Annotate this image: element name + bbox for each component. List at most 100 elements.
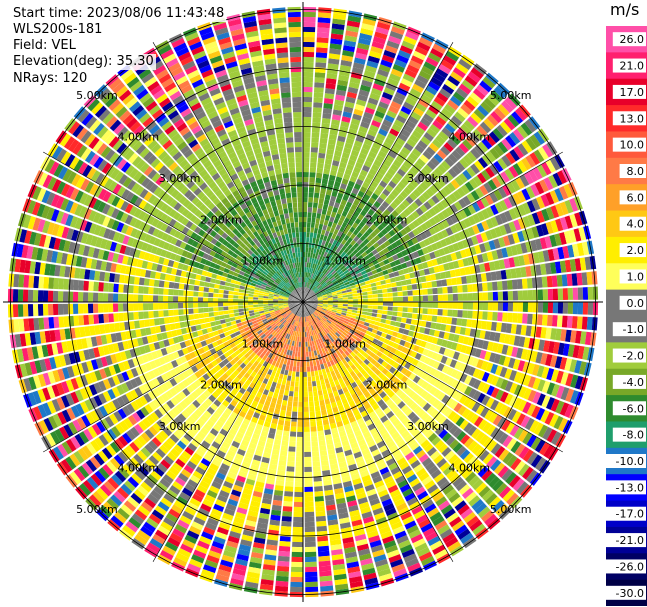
velocity-gate [380,146,390,155]
velocity-gate [310,152,318,158]
velocity-gate [354,103,365,112]
velocity-gate [317,17,331,24]
velocity-gate [371,312,378,318]
velocity-gate [342,294,348,298]
velocity-gate [382,306,388,311]
velocity-gate [377,372,385,380]
velocity-gate [319,260,324,267]
velocity-gate [357,298,364,302]
velocity-gate [387,292,393,297]
velocity-gate [518,429,529,442]
velocity-gate [336,289,342,293]
velocity-gate [472,175,483,187]
velocity-gate [374,252,381,259]
velocity-gate [321,261,326,268]
velocity-gate [466,237,474,247]
velocity-gate [387,310,393,316]
velocity-gate [413,162,423,171]
velocity-gate [334,273,340,279]
velocity-gate [459,419,469,430]
velocity-gate [304,521,315,528]
velocity-gate [406,284,413,291]
velocity-gate [525,154,536,168]
velocity-gate [524,417,535,431]
velocity-gate [315,264,319,270]
velocity-gate [460,184,470,195]
velocity-gate [499,391,509,403]
velocity-gate [305,346,309,352]
velocity-gate [432,360,441,370]
velocity-gate [414,325,421,333]
velocity-gate [343,247,350,254]
velocity-gate [510,179,521,192]
velocity-gate [496,417,507,429]
velocity-gate [450,214,459,224]
velocity-gate [427,198,436,207]
velocity-gate [347,132,356,140]
velocity-gate [388,359,396,366]
velocity-gate [418,70,432,81]
velocity-gate [425,188,435,198]
velocity-gate [304,496,314,503]
velocity-gate [388,180,397,189]
velocity-gate [536,210,545,223]
velocity-gate [317,284,322,289]
velocity-gate [339,283,345,288]
velocity-gate [449,234,457,244]
velocity-gate [363,358,370,366]
velocity-gate [555,203,564,217]
velocity-gate [443,332,450,340]
velocity-gate [446,340,453,349]
velocity-gate [380,383,388,391]
velocity-gate [335,287,341,291]
velocity-gate [563,184,574,198]
velocity-gate [421,381,429,390]
velocity-gate [311,242,316,249]
velocity-gate [326,236,331,243]
velocity-gate [313,87,324,93]
velocity-gate [359,331,366,337]
velocity-gate [349,226,356,233]
velocity-gate [383,49,397,59]
velocity-gate [331,309,337,313]
velocity-gate [513,219,522,231]
velocity-gate [476,125,488,137]
velocity-gate [551,383,560,397]
velocity-gate [330,244,336,250]
velocity-gate [462,310,468,318]
velocity-gate [530,239,538,252]
velocity-gate [441,394,450,404]
velocity-gate [401,262,408,269]
velocity-gate [466,455,478,467]
velocity-gate [568,229,577,243]
velocity-gate [542,143,554,158]
velocity-gate [274,485,284,492]
velocity-gate [395,137,406,147]
velocity-gate [346,230,353,237]
velocity-gate [457,353,465,362]
velocity-gate [497,302,504,311]
velocity-gate [340,333,346,339]
velocity-gate [417,249,425,257]
velocity-gate [488,131,500,144]
velocity-gate [288,365,293,372]
velocity-gate [314,491,324,497]
velocity-gate [350,284,357,289]
velocity-gate [437,221,446,231]
velocity-gate [312,355,316,362]
velocity-gate [371,87,383,96]
velocity-gate [451,413,461,424]
velocity-gate [325,252,331,259]
velocity-gate [321,317,327,322]
velocity-gate [423,268,430,276]
velocity-gate [533,338,541,351]
velocity-gate [473,416,484,428]
velocity-gate [472,213,481,224]
velocity-gate [407,302,414,307]
velocity-gate [348,319,355,324]
velocity-gate [456,127,468,139]
velocity-gate [491,250,499,260]
velocity-gate [485,206,495,218]
velocity-gate [429,251,436,260]
velocity-gate [322,469,331,476]
